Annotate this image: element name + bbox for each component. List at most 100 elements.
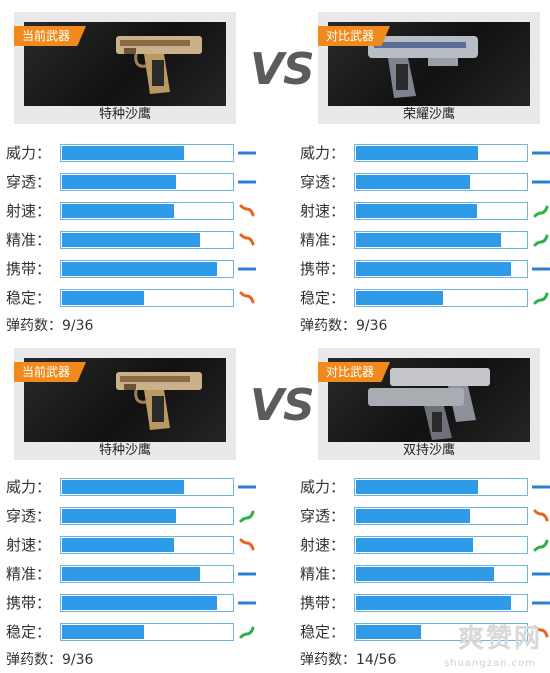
stat-label: 威力：: [300, 478, 346, 496]
stat-label: 穿透：: [6, 173, 52, 191]
stat-bar-fill: [356, 204, 477, 218]
stat-label: 携带：: [300, 594, 346, 612]
trend-down-icon: [239, 233, 255, 246]
trend-equal-icon: [238, 485, 256, 489]
compare-weapon-card[interactable]: 对比武器 荣耀沙鹰: [318, 12, 540, 124]
ammo-count: 弹药数：9/36: [300, 318, 388, 334]
stat-bar-fill: [62, 509, 176, 523]
ammo-count: 弹药数：9/36: [6, 318, 94, 334]
stat-bar-fill: [62, 596, 217, 610]
stat-label: 稳定：: [300, 289, 346, 307]
stat-label: 射速：: [6, 202, 52, 220]
trend-equal-icon: [238, 601, 256, 605]
stat-bar: [354, 144, 528, 162]
stat-bar-fill: [62, 480, 184, 494]
stat-bar: [354, 289, 528, 307]
trend-equal-icon: [532, 601, 550, 605]
trend-down-icon: [533, 509, 549, 522]
current-weapon-card[interactable]: 当前武器 特种沙鹰: [14, 12, 236, 124]
stat-bar: [354, 478, 528, 496]
stat-bar: [60, 260, 234, 278]
stat-bar: [60, 289, 234, 307]
stat-bar-fill: [356, 291, 443, 305]
trend-equal-icon: [238, 572, 256, 576]
vs-label: VS: [250, 380, 315, 431]
trend-equal-icon: [238, 267, 256, 271]
stat-label: 携带：: [300, 260, 346, 278]
trend-down-icon: [533, 625, 549, 638]
vs-label: VS: [250, 44, 315, 95]
pistol-icon: [116, 372, 202, 430]
stat-label: 射速：: [300, 536, 346, 554]
stat-bar-fill: [356, 538, 473, 552]
stat-bar: [354, 202, 528, 220]
compare-weapon-card[interactable]: 对比武器 双持沙鹰: [318, 348, 540, 460]
stat-bar-fill: [62, 567, 200, 581]
stat-bar-fill: [356, 146, 478, 160]
trend-down-icon: [239, 204, 255, 217]
stat-bar-fill: [62, 262, 217, 276]
stat-label: 精准：: [6, 565, 52, 583]
stat-label: 稳定：: [300, 623, 346, 641]
stat-label: 精准：: [300, 565, 346, 583]
stat-label: 稳定：: [6, 623, 52, 641]
stat-bar: [60, 144, 234, 162]
stat-bar-fill: [62, 233, 200, 247]
trend-equal-icon: [532, 180, 550, 184]
stat-bar: [60, 231, 234, 249]
stat-label: 稳定：: [6, 289, 52, 307]
trend-equal-icon: [238, 180, 256, 184]
stat-bar: [354, 594, 528, 612]
pistol-icon: [368, 36, 478, 98]
stat-bar-fill: [356, 175, 470, 189]
trend-up-icon: [533, 234, 549, 247]
stat-bar-fill: [356, 509, 470, 523]
stat-label: 携带：: [6, 594, 52, 612]
pistol-icon: [116, 36, 202, 94]
trend-equal-icon: [238, 151, 256, 155]
stat-bar: [354, 536, 528, 554]
weapon-image: [328, 22, 530, 106]
stat-bar: [60, 594, 234, 612]
stat-bar-fill: [356, 596, 511, 610]
current-weapon-name: 特种沙鹰: [98, 443, 151, 458]
current-weapon-card[interactable]: 当前武器 特种沙鹰: [14, 348, 236, 460]
trend-up-icon: [533, 205, 549, 218]
stat-label: 穿透：: [300, 173, 346, 191]
trend-down-icon: [239, 291, 255, 304]
stat-label: 精准：: [6, 231, 52, 249]
stat-bar-fill: [62, 204, 174, 218]
ammo-count: 弹药数：14/56: [300, 652, 397, 668]
stat-bar-fill: [62, 175, 176, 189]
stat-bar-fill: [356, 233, 501, 247]
stat-bar: [60, 507, 234, 525]
trend-up-icon: [533, 292, 549, 305]
trend-equal-icon: [532, 151, 550, 155]
compare-weapon-name: 双持沙鹰: [402, 443, 455, 458]
current-weapon-badge: 当前武器: [14, 26, 87, 46]
stat-bar-fill: [62, 146, 184, 160]
watermark-logo: 爽赞网: [457, 624, 542, 654]
trend-equal-icon: [532, 267, 550, 271]
current-weapon-name: 特种沙鹰: [98, 107, 151, 122]
stat-bar: [60, 565, 234, 583]
stat-bar: [354, 260, 528, 278]
stat-label: 穿透：: [6, 507, 52, 525]
trend-up-icon: [239, 626, 255, 639]
watermark-url: shuangzan.com: [444, 658, 536, 669]
stat-bar-fill: [62, 538, 174, 552]
stat-label: 射速：: [300, 202, 346, 220]
compare-weapon-name: 荣耀沙鹰: [402, 107, 455, 122]
stat-label: 射速：: [6, 536, 52, 554]
stat-bar-fill: [356, 262, 511, 276]
stat-label: 威力：: [6, 478, 52, 496]
stat-label: 威力：: [6, 144, 52, 162]
stat-bar: [354, 623, 528, 641]
dual-pistol-icon: [368, 368, 490, 440]
ammo-count: 弹药数：9/36: [6, 652, 94, 668]
stat-bar-fill: [356, 625, 421, 639]
stat-bar: [354, 231, 528, 249]
stat-bar: [60, 536, 234, 554]
compare-weapon-badge: 对比武器: [318, 362, 391, 382]
compare-weapon-badge: 对比武器: [318, 26, 391, 46]
